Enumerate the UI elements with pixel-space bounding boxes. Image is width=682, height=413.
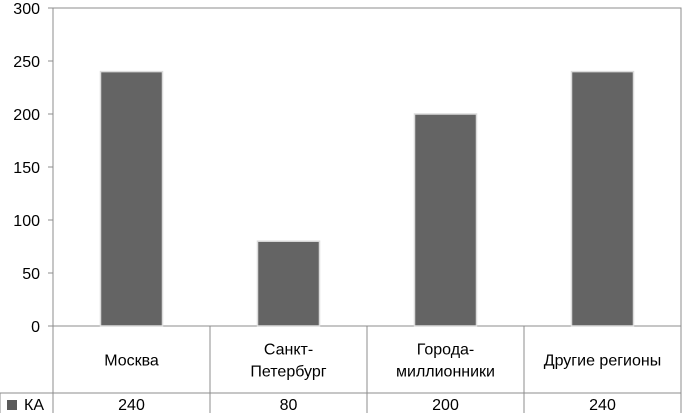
category-label: Петербург [250, 364, 326, 381]
bar [256, 240, 321, 327]
category-label: Города- [417, 342, 475, 359]
category-label: Санкт- [264, 342, 313, 359]
legend-label: КА [24, 397, 44, 413]
data-table: Москва Санкт- Петербург Города-миллионники Д… [0, 326, 682, 413]
y-tick-label: 100 [13, 213, 40, 230]
category-label: миллионники [396, 364, 495, 381]
y-axis: 0 50 100 150 200 250 300 [13, 1, 53, 336]
y-tick-label: 250 [13, 54, 40, 71]
bars [99, 70, 635, 327]
legend-key [7, 400, 17, 410]
y-tick-label: 200 [13, 107, 40, 124]
bar [99, 70, 164, 327]
data-value-label: 200 [432, 397, 459, 413]
y-tick-label: 50 [22, 266, 40, 283]
y-tick-label: 150 [13, 160, 40, 177]
bar [413, 113, 478, 327]
category-label: Другие регионы [544, 353, 661, 370]
data-value-label: 240 [118, 397, 145, 413]
data-value-label: 80 [280, 397, 298, 413]
y-tick-label: 0 [31, 319, 40, 336]
category-label: Москва [104, 353, 159, 370]
bar [570, 70, 635, 327]
data-value-label: 240 [589, 397, 616, 413]
y-tick-label: 300 [13, 1, 40, 18]
